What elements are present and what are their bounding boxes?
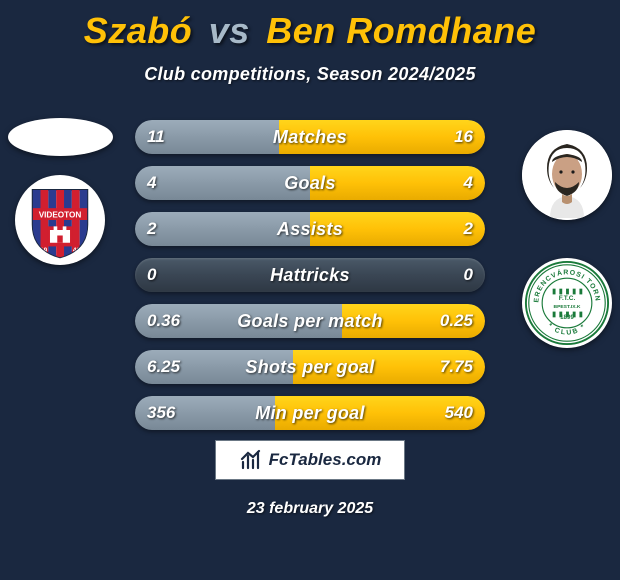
stat-row: 6.25Shots per goal7.75 [135, 350, 485, 384]
stats-comparison: 11Matches16 4Goals4 2Assists2 0Hattricks0 0.… [135, 120, 485, 442]
player2-face-icon [522, 130, 612, 220]
player1-avatar [8, 118, 113, 156]
stat-row: 0.36Goals per match0.25 [135, 304, 485, 338]
footer-brand-text: FcTables.com [269, 450, 382, 470]
stat-row: 0Hattricks0 [135, 258, 485, 292]
svg-text:F.T.C.: F.T.C. [559, 295, 576, 302]
stat-label: Goals [135, 166, 485, 200]
stat-value-right: 540 [445, 396, 473, 430]
stat-value-right: 7.75 [440, 350, 473, 384]
player2-avatar [522, 130, 612, 220]
stat-label: Matches [135, 120, 485, 154]
comparison-title: Szabó vs Ben Romdhane [0, 0, 620, 52]
stat-row: 2Assists2 [135, 212, 485, 246]
stat-label: Shots per goal [135, 350, 485, 384]
stat-value-right: 4 [464, 166, 473, 200]
stat-row: 356Min per goal540 [135, 396, 485, 430]
stat-row: 4Goals4 [135, 166, 485, 200]
stat-row: 11Matches16 [135, 120, 485, 154]
ferencvaros-crest-icon: FERENCVÁROSI TORNA * CLUB * F.T.C. BPEST… [524, 260, 610, 346]
player2-club-crest: FERENCVÁROSI TORNA * CLUB * F.T.C. BPEST… [522, 258, 612, 348]
svg-text:1899: 1899 [560, 314, 574, 321]
player2-name: Ben Romdhane [266, 10, 536, 51]
vs-text: vs [209, 10, 250, 51]
stat-value-right: 16 [454, 120, 473, 154]
svg-text:BPEST.IX.K: BPEST.IX.K [554, 304, 581, 310]
videoton-crest-icon: VIDEOTON 19 41 [19, 179, 101, 261]
chart-icon [239, 448, 263, 472]
stat-value-right: 0 [464, 258, 473, 292]
stat-label: Goals per match [135, 304, 485, 338]
footer-brand: FcTables.com [215, 440, 405, 480]
date-text: 23 february 2025 [0, 500, 620, 518]
stat-value-right: 0.25 [440, 304, 473, 338]
stat-label: Hattricks [135, 258, 485, 292]
stat-label: Min per goal [135, 396, 485, 430]
player1-club-crest: VIDEOTON 19 41 [15, 175, 105, 265]
svg-text:VIDEOTON: VIDEOTON [39, 210, 82, 219]
stat-value-right: 2 [464, 212, 473, 246]
subtitle: Club competitions, Season 2024/2025 [0, 64, 620, 85]
player1-name: Szabó [84, 10, 193, 51]
stat-label: Assists [135, 212, 485, 246]
